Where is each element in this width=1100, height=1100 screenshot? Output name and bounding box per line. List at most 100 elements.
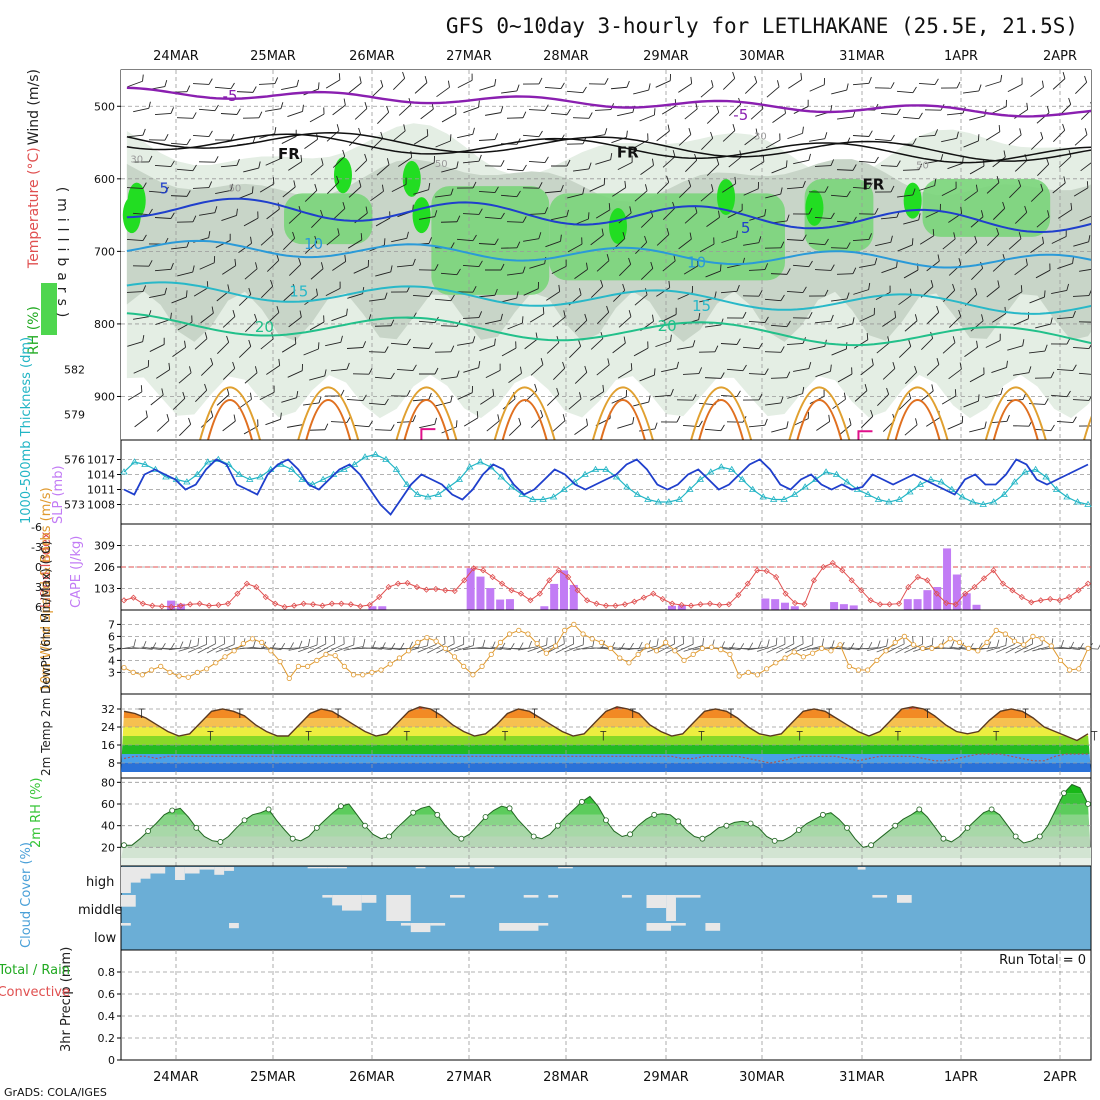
isotherm-35 (420, 428, 436, 440)
wind-barb-shaft (661, 314, 677, 322)
wind-barb-feather (449, 134, 452, 142)
wind-barb-feather (522, 266, 526, 274)
wind10m-point (663, 639, 669, 646)
wind-barb (814, 159, 835, 167)
wind-barb-feather (428, 237, 433, 244)
wind-barb-shaft (200, 312, 214, 324)
wind-barb-shaft (244, 268, 258, 280)
wind-barb (456, 181, 477, 189)
wind-barb (522, 182, 543, 189)
wind-barb-feather (675, 307, 677, 315)
wind-barb-feather (249, 392, 252, 400)
wind-barb (880, 108, 901, 116)
wind-barb-feather (258, 111, 263, 119)
wind-barb (684, 206, 698, 224)
rh2m-tick-label: 40 (101, 820, 115, 833)
wind-barb-feather (713, 237, 715, 245)
wind10m-point (387, 661, 393, 667)
wind10m-barb-feather (638, 641, 643, 650)
wind10m-point (800, 654, 806, 660)
wind10m-point (1057, 657, 1064, 664)
wind-barb-shaft (639, 374, 655, 382)
wind-barb (678, 76, 693, 93)
wind-barb-feather (666, 227, 670, 235)
wind-barb (419, 417, 437, 429)
isotherm-freezing (126, 132, 1091, 162)
lifted-index-point (773, 573, 780, 581)
wind-barb-shaft (348, 82, 362, 94)
wind-barb-shaft (545, 240, 561, 248)
wind-barb (858, 156, 879, 164)
cape-bar (761, 598, 770, 610)
wind10m-point (846, 663, 852, 670)
wind-barb-shaft (176, 168, 194, 172)
wind-barb (480, 388, 495, 405)
thickness-point (466, 463, 474, 470)
wind-barb (920, 384, 934, 402)
lifted-index-point (357, 603, 364, 610)
wind-barb-feather (450, 395, 453, 403)
wind10m-barb (197, 636, 216, 654)
wind-barb-feather (786, 214, 790, 222)
thickness-point (434, 490, 443, 497)
wind10m-point (1039, 636, 1045, 642)
wind-barb-feather (522, 216, 527, 223)
wind-barb-feather (608, 203, 611, 210)
rh2m-point (1085, 801, 1091, 807)
rh2m-point (265, 806, 272, 813)
wind-barb (200, 306, 214, 324)
wind-barb-feather (698, 367, 703, 374)
wind-barb (640, 158, 654, 176)
thickness-point (717, 463, 725, 470)
lifted-tick-label: 6 (35, 601, 42, 614)
wind-barb (330, 362, 350, 372)
wind10m-barb-feather (546, 637, 548, 646)
wind-barb-shaft (1035, 323, 1051, 329)
wind-barb (370, 184, 384, 202)
wind-barb-shaft (1036, 216, 1050, 228)
lifted-index-point (480, 567, 487, 574)
date-label-top: 28MAR (543, 49, 589, 64)
rh-contour-label: 50 (435, 159, 448, 170)
thickness-tick-label: 573 (64, 499, 85, 512)
wind-barb-feather (932, 229, 935, 236)
isotherm-label: 10 (304, 235, 323, 253)
wind-barb-feather (278, 358, 281, 366)
isotherm-label: 20 (658, 317, 677, 335)
wind-barb (964, 184, 978, 202)
wind-barb-shaft (375, 271, 391, 277)
wind10m-barb (674, 636, 694, 653)
wind10m-point (167, 669, 173, 676)
wind-barb-shaft (722, 78, 736, 90)
lifted-index-point (829, 559, 836, 567)
wind-barb-shaft (566, 90, 584, 94)
wind-barb-feather (140, 385, 143, 392)
wind-barb-feather (718, 210, 720, 218)
wind-barb (722, 123, 736, 142)
wind-barb (258, 77, 279, 85)
cloud-high-bar (175, 867, 185, 880)
wind-barb (858, 208, 879, 215)
wind-barb-feather (534, 383, 538, 391)
wind-barb-feather (931, 384, 934, 392)
wind-barb-feather (802, 386, 805, 394)
wind10m-barb-feather (784, 636, 786, 645)
wind10m-point (314, 657, 320, 664)
wind-barb (1009, 179, 1022, 198)
wind10m-point (277, 658, 283, 665)
wind10m-point (920, 645, 926, 652)
wind-barb-feather (996, 176, 1000, 183)
wind-barb-feather (450, 188, 454, 196)
wind-barb-feather (1003, 150, 1006, 158)
wind-barb (374, 372, 395, 380)
wind-barb (573, 162, 592, 172)
wind-barb-feather (147, 360, 150, 367)
lifted-index-point (338, 600, 345, 607)
wind-barb (986, 280, 1000, 298)
thickness-point (822, 468, 830, 475)
cape-bar (569, 584, 578, 610)
chart-title: GFS 0~10day 3-hourly for LETLHAKANE (25.… (446, 14, 1078, 38)
wind-barb (156, 413, 170, 432)
wind-barb-feather (556, 387, 560, 395)
wind-barb-feather (1095, 369, 1099, 375)
